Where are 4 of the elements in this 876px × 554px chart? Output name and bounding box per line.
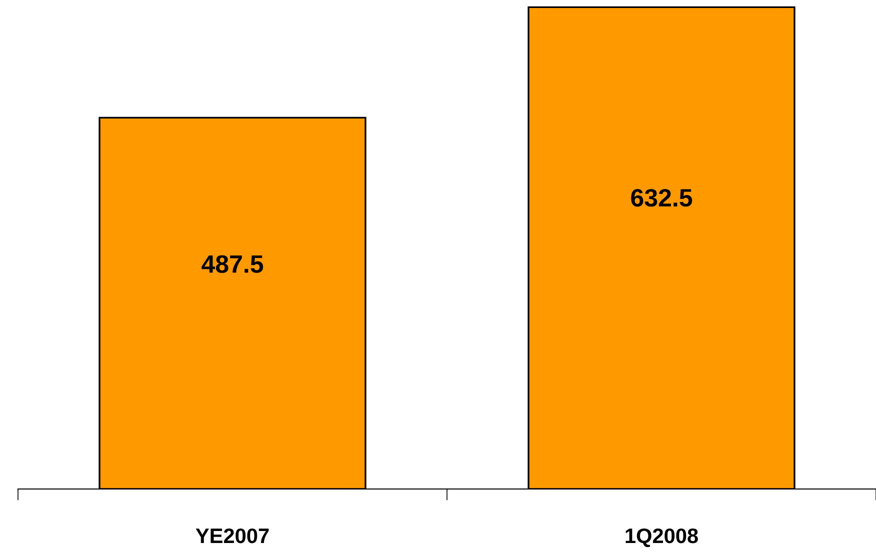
data-label: 487.5 xyxy=(202,255,264,273)
x-tick-label: YE2007 xyxy=(196,528,269,544)
x-tick-label: 1Q2008 xyxy=(626,528,698,548)
data-label: 632.5 xyxy=(631,188,692,207)
